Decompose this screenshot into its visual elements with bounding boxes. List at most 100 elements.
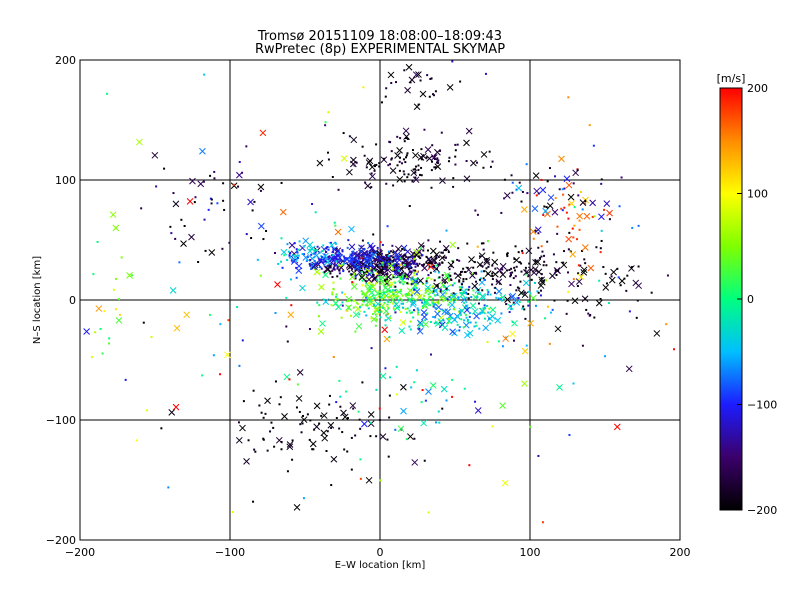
data-point-cross [348,225,355,233]
data-point-dot [305,259,308,262]
data-point-dot [539,257,542,260]
data-point-dot [413,259,416,262]
data-point-dot [437,410,440,413]
data-point-dot [346,417,349,420]
data-point-dot [362,247,365,250]
data-point-dot [392,184,395,187]
data-point-dot [431,297,434,300]
data-point-dot [379,241,382,244]
data-point-cross [449,328,456,336]
data-point-dot [364,264,367,267]
data-point-cross [424,284,432,292]
data-point-cross [499,262,507,270]
data-point-dot [365,304,368,307]
data-point-dot [361,239,364,242]
data-point-cross [571,297,579,305]
data-point-dot [274,380,277,383]
data-point-dot [434,270,437,273]
data-point-cross [412,176,420,184]
data-point-dot [383,296,386,299]
data-point-dot [250,237,253,240]
data-point-cross [517,289,525,297]
data-point-dot [352,250,355,253]
data-point-cross [427,263,435,271]
data-point-dot [549,311,552,314]
data-point-dot [527,300,530,303]
data-point-cross [483,258,491,266]
data-point-dot [213,170,216,173]
data-point-dot [401,248,404,251]
data-point-dot [392,302,395,305]
data-point-dot [410,278,413,281]
data-point-dot [374,297,377,300]
data-point-dot [444,281,447,284]
data-point-dot [620,176,623,179]
data-point-dot [280,448,283,451]
data-point-dot [328,403,331,406]
data-point-cross [521,291,529,299]
data-point-dot [207,208,210,211]
data-point-dot [508,268,511,271]
data-point-dot [546,240,549,243]
data-point-dot [364,277,367,280]
data-point-dot [484,72,487,75]
data-point-dot [536,290,539,293]
data-point-dot [314,211,317,214]
data-point-dot [561,209,564,212]
data-point-dot [262,238,265,241]
data-point-dot [426,249,429,252]
data-point-dot [372,303,375,306]
data-point-dot [540,277,543,280]
data-point-dot [458,280,461,283]
grid-lines [80,60,680,540]
data-point-dot [329,266,332,269]
data-point-cross [363,256,371,264]
data-point-dot [403,247,406,250]
data-point-cross [353,252,361,259]
data-point-cross [415,248,423,256]
data-point-dot [532,237,535,240]
data-point-dot [579,190,582,193]
data-point-dot [378,419,381,422]
data-point-dot [216,202,219,205]
data-point-cross [513,256,520,264]
data-point-cross [529,294,537,302]
data-point-dot [438,276,441,279]
data-point-dot [281,266,284,269]
data-point-dot [274,251,277,254]
data-point-dot [309,419,312,422]
data-point-dot [432,315,435,318]
data-point-dot [392,295,395,298]
data-point-dot [430,186,433,189]
data-point-dot [388,289,391,292]
data-point-dot [330,426,333,429]
data-point-dot [584,200,587,203]
data-point-dot [435,321,438,324]
data-point-dot [434,294,437,297]
data-point-dot [453,272,456,275]
data-point-dot [425,255,428,258]
data-point-dot [509,275,512,278]
data-point-dot [476,296,479,299]
data-point-dot [297,254,300,257]
data-point-dot [425,289,428,292]
data-point-dot [389,163,392,166]
data-point-dot [412,316,415,319]
data-point-dot [474,271,477,274]
data-point-dot [437,256,440,259]
data-point-dot [382,291,385,294]
data-point-cross [313,423,321,431]
data-point-dot [108,342,111,345]
data-point-dot [673,348,676,351]
data-point-dot [376,312,379,315]
data-point-dot [266,449,269,452]
data-point-dot [477,289,480,292]
data-point-dot [365,296,368,299]
data-point-dot [372,304,375,307]
data-point-dot [418,323,421,326]
data-point-dot [546,180,549,183]
data-point-cross [394,245,402,253]
data-point-dot [395,302,398,305]
data-point-dot [412,168,415,171]
data-point-cross [416,293,423,301]
